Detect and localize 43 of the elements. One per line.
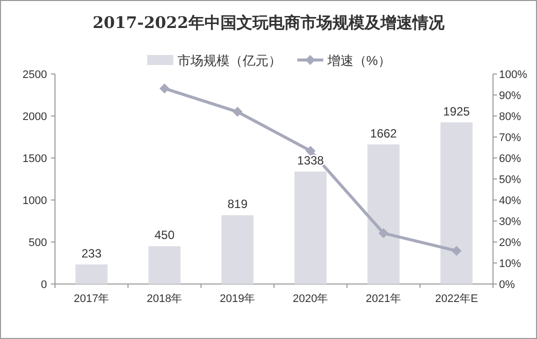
point	[160, 83, 170, 94]
y2-tick-label: 20%	[499, 237, 522, 249]
y2-tick-label: 80%	[499, 111, 522, 123]
data-label: 450	[154, 228, 175, 242]
y-tick-label: 0	[40, 279, 47, 291]
bar	[294, 172, 327, 284]
y2-tick-label: 70%	[499, 132, 522, 144]
y2-tick-label: 40%	[499, 195, 522, 207]
y2-tick-label: 90%	[499, 90, 522, 102]
x-tick-label: 2019年	[220, 293, 256, 305]
point	[306, 146, 316, 156]
y2-tick-label: 60%	[499, 153, 522, 165]
y-tick-label: 1500	[22, 153, 47, 165]
x-tick-label: 2017年	[74, 293, 110, 305]
x-tick-label: 2021年	[366, 293, 402, 305]
bar	[75, 264, 108, 284]
point	[232, 106, 242, 117]
data-label: 233	[81, 246, 102, 260]
bar	[221, 215, 254, 284]
bar	[440, 122, 473, 284]
bar	[367, 144, 400, 284]
y2-tick-label: 0%	[499, 279, 516, 291]
y-tick-label: 2000	[22, 111, 47, 123]
y2-tick-label: 30%	[499, 216, 522, 228]
point	[378, 228, 388, 238]
legend-label: 市场规模（亿元）	[177, 53, 282, 68]
point	[452, 246, 462, 256]
y-tick-label: 500	[28, 237, 47, 249]
bar	[148, 246, 181, 284]
data-label: 1925	[443, 104, 470, 118]
y-tick-label: 1000	[22, 195, 47, 207]
x-tick-label: 2018年	[146, 293, 182, 305]
y-tick-label: 2500	[22, 69, 47, 81]
legend-label: 增速（%）	[326, 53, 391, 68]
y2-tick-label: 100%	[499, 69, 528, 81]
x-tick-label: 2022年E	[435, 293, 478, 305]
y2-tick-label: 10%	[499, 258, 522, 270]
x-tick-label: 2020年	[292, 293, 328, 305]
data-label: 1662	[370, 126, 398, 140]
data-label: 819	[227, 197, 248, 212]
data-label: 1338	[297, 154, 324, 168]
chart-title: 2017-2022年中国文玩电商市场规模及增速情况	[92, 13, 446, 32]
y2-tick-label: 50%	[499, 174, 522, 186]
